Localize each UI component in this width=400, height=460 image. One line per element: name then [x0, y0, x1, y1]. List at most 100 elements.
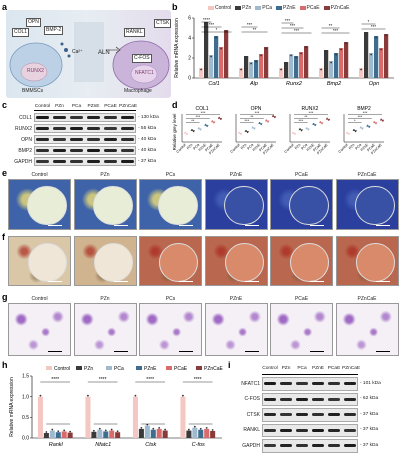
- blot-band: [311, 413, 325, 417]
- legend-item: Control: [208, 4, 231, 12]
- sig-label: ****: [51, 377, 59, 383]
- blot-strip: [34, 113, 136, 122]
- data-point: [330, 61, 332, 64]
- blot-band: [327, 397, 341, 401]
- data-point: [140, 427, 143, 429]
- y-tick-label: 1.5: [22, 374, 29, 380]
- data-point: [265, 47, 267, 50]
- blot-band: [327, 428, 341, 432]
- data-point: [380, 118, 382, 121]
- bar: [254, 60, 259, 78]
- panel-letter-c: c: [2, 100, 8, 110]
- data-point: [63, 429, 66, 432]
- data-point: [69, 430, 72, 433]
- schematic-drawing: [9, 22, 170, 90]
- scale-bar: [48, 280, 62, 282]
- image-row-e: Control PZn PCs PZnE PCaE PZnCaE: [8, 172, 400, 232]
- bar: [289, 54, 294, 78]
- blot-strip: [262, 408, 358, 422]
- data-point: [348, 133, 350, 135]
- sig-label: ****: [194, 377, 202, 383]
- scale-bar: [375, 280, 390, 282]
- data-point: [211, 429, 214, 431]
- image-column-label: Control: [31, 172, 48, 178]
- sig-label: ***: [285, 18, 291, 23]
- data-point: [306, 127, 308, 129]
- data-point: [213, 121, 215, 124]
- bar: [132, 396, 138, 438]
- data-point: [220, 47, 222, 50]
- well-inset: [290, 242, 329, 282]
- sig-label: ***: [363, 110, 368, 115]
- well-inset: [224, 242, 264, 282]
- image-column-label: PZnE: [229, 296, 243, 302]
- data-point: [353, 129, 355, 131]
- sig-label: ***: [201, 110, 206, 115]
- bar: [214, 36, 219, 78]
- blot-band: [53, 137, 66, 142]
- legend-label: PZn: [242, 5, 252, 11]
- data-point: [280, 68, 282, 71]
- x-tick-label: Col1: [208, 81, 219, 87]
- data-point: [253, 128, 256, 130]
- chart-b: 0 2 4 6 Relative mRNA expression Col1 Alp Runx2…: [174, 16, 394, 87]
- blot-protein-label: GAPDH: [14, 158, 32, 165]
- legend-swatch: [276, 6, 283, 10]
- blot-kda-label: - 62 kDa: [360, 396, 379, 402]
- bar: [334, 53, 339, 78]
- lane-label: PZnE: [312, 366, 324, 371]
- blot-band: [121, 126, 134, 131]
- data-point: [365, 32, 367, 35]
- micrograph: [335, 303, 399, 356]
- well-inset: [27, 185, 67, 226]
- blot-protein-label: RUNX2: [15, 125, 32, 132]
- scale-bar: [310, 224, 324, 226]
- legend-item: PZnE: [276, 4, 296, 12]
- data-point: [110, 428, 113, 431]
- data-point: [211, 120, 214, 122]
- scale-bar: [48, 224, 62, 226]
- blot-band: [263, 444, 277, 448]
- panel-letter-b: b: [172, 2, 178, 12]
- well-inset: [223, 185, 264, 226]
- blot-protein-label: GAPDH: [242, 442, 260, 449]
- micrograph: [73, 179, 137, 230]
- well-inset: [158, 185, 198, 226]
- bar: [204, 428, 210, 438]
- calcium-ion-label: Ca²⁺: [72, 49, 83, 55]
- data-point: [192, 130, 195, 133]
- blot-protein-label: CTSK: [246, 411, 260, 418]
- blot-strip: [262, 377, 358, 391]
- bar: [144, 425, 150, 438]
- legend-label: Control: [54, 366, 70, 372]
- blot-kda-label: - 37 kDa: [360, 427, 379, 433]
- image-column-label: Control: [31, 296, 48, 302]
- data-point: [39, 394, 42, 397]
- blot-strip: [34, 135, 136, 144]
- panel-letter-h: h: [2, 360, 8, 370]
- legend-swatch: [323, 6, 330, 10]
- blot-band: [104, 115, 117, 120]
- data-point: [87, 394, 89, 397]
- bar: [156, 428, 162, 438]
- bar: [209, 55, 214, 78]
- data-point: [345, 42, 347, 45]
- lane-label: PCa: [71, 104, 82, 109]
- data-point: [205, 22, 207, 25]
- blot-band: [36, 159, 49, 164]
- data-point: [191, 129, 193, 131]
- legend-swatch: [76, 366, 82, 370]
- data-point: [328, 119, 330, 121]
- data-point: [193, 425, 196, 428]
- panel-letter-g: g: [2, 292, 8, 302]
- blot-strip: [262, 439, 358, 453]
- micrograph: [335, 236, 399, 286]
- blot-band: [70, 137, 83, 142]
- legend-swatch: [235, 6, 242, 10]
- x-tick-label: PCaE: [312, 142, 322, 152]
- sig-label: ****: [203, 17, 210, 22]
- bar: [210, 430, 216, 438]
- gene-label-col1: COL1: [12, 28, 30, 37]
- blot-band: [87, 137, 100, 142]
- blot-band: [295, 444, 309, 448]
